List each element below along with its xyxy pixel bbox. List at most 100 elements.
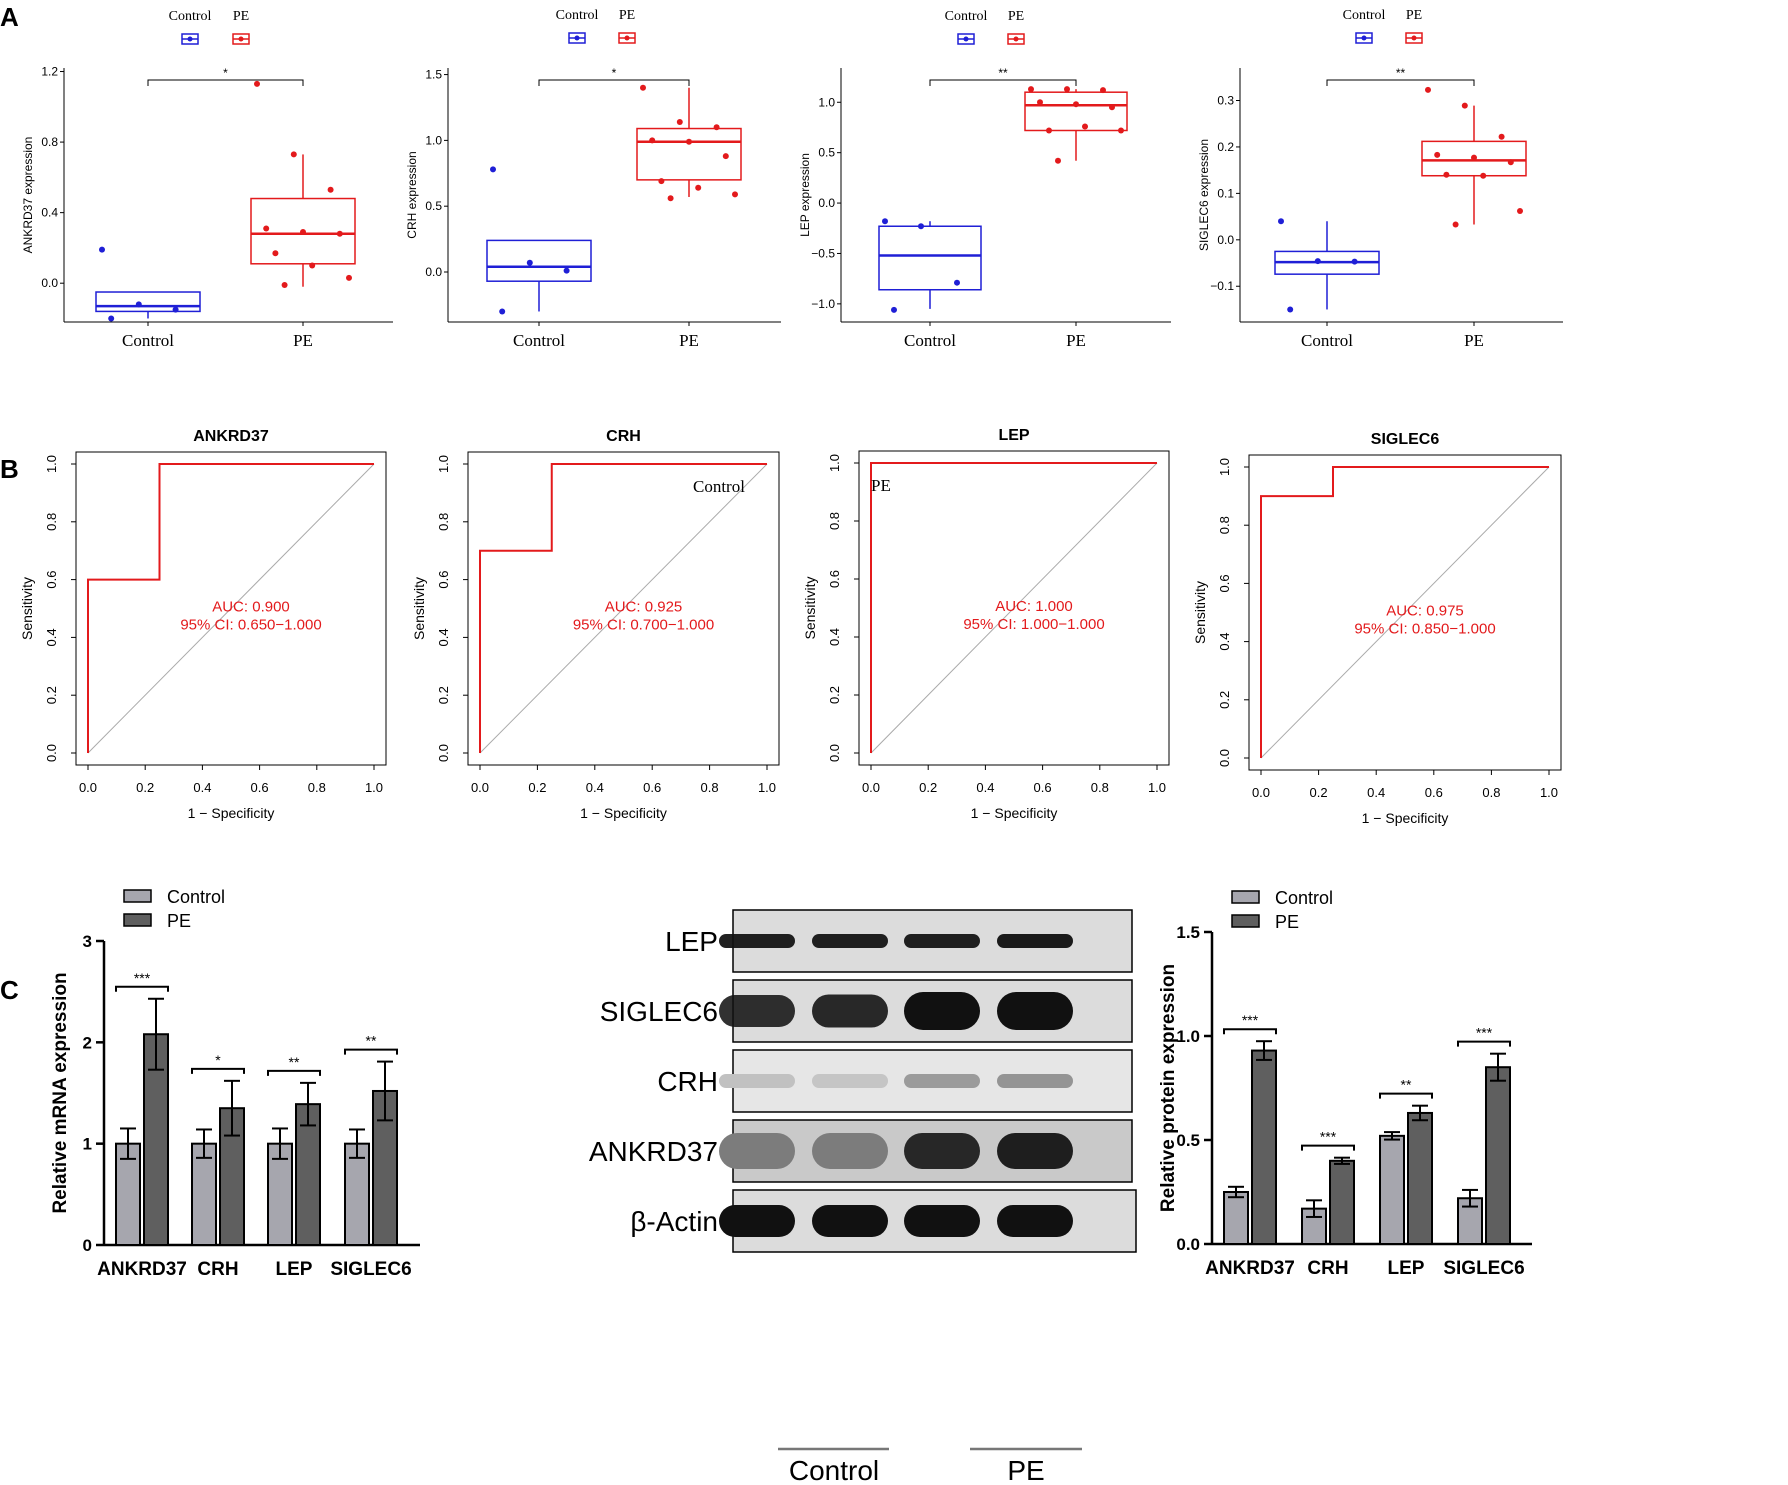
y-tick-label: 0.2: [827, 686, 842, 704]
y-tick-label: 0.0: [436, 744, 451, 762]
data-point: [1498, 133, 1505, 140]
y-tick-label: 0.2: [1217, 691, 1232, 709]
data-point: [1064, 86, 1070, 93]
y-tick-label: 0.4: [436, 628, 451, 646]
ci-label: 95% CI: 1.000−1.000: [963, 616, 1104, 633]
data-point: [1046, 127, 1052, 134]
roc-curve: [479, 463, 767, 753]
bar: [1379, 1134, 1405, 1245]
y-tick-label: 0.6: [827, 570, 842, 588]
data-point: [882, 218, 888, 225]
y-tick-label: 0.8: [436, 513, 451, 531]
y-tick-label: 0.4: [1217, 633, 1232, 651]
blot-row-actin: β-Actin: [630, 1189, 1137, 1253]
box: [878, 225, 982, 291]
ci-label: 95% CI: 0.650−1.000: [180, 617, 321, 634]
significance-bracket: [147, 79, 304, 86]
x-tick-label: 0.2: [136, 780, 154, 795]
y-tick-label: 0.0: [818, 196, 835, 210]
panel-label-c: C: [0, 975, 19, 1005]
y-tick-label: 1.0: [827, 454, 842, 472]
y-tick-label: 0.6: [436, 571, 451, 589]
plot-frame: [467, 451, 780, 766]
data-point: [172, 306, 179, 313]
blot-row-label: LEP: [665, 926, 718, 957]
y-tick-label: 1.0: [818, 95, 835, 109]
roc-curve: [87, 463, 374, 753]
legend-label: PE: [167, 911, 191, 931]
blot-band: [719, 995, 795, 1027]
x-tick-label: LEP: [276, 1259, 313, 1280]
significance-label: *: [215, 1052, 221, 1068]
y-tick-label: 0.0: [827, 744, 842, 762]
x-tick-label: 0.0: [79, 780, 97, 795]
legend-point: [1013, 36, 1019, 42]
significance-label: ***: [134, 970, 151, 986]
x-tick-label: 0.6: [643, 780, 661, 795]
x-axis-label: 1 − Specificity: [188, 805, 275, 821]
data-point: [1461, 102, 1468, 109]
blot-band: [719, 1074, 795, 1088]
legend-label: Control: [169, 9, 212, 24]
plot-frame: [858, 450, 1170, 766]
data-point: [1425, 86, 1431, 93]
significance-label: **: [1396, 66, 1406, 80]
reference-diagonal: [1260, 466, 1550, 759]
data-point: [1028, 86, 1034, 93]
significance-bracket: [115, 985, 169, 992]
y-tick-label: 3: [83, 932, 92, 951]
auc-label: AUC: 0.975: [1386, 603, 1464, 620]
data-point: [272, 250, 279, 257]
data-point: [1055, 157, 1061, 164]
data-point: [695, 184, 702, 191]
data-point: [327, 186, 334, 193]
legend-point: [1361, 35, 1367, 41]
legend-label: Control: [167, 887, 225, 907]
legend-point: [624, 35, 630, 41]
x-axis-label: 1 − Specificity: [971, 805, 1058, 821]
x-tick-label: ANKRD37: [1205, 1258, 1295, 1279]
x-tick-label: SIGLEC6: [1443, 1258, 1524, 1279]
box: [1024, 91, 1128, 132]
auc-label: AUC: 0.925: [605, 599, 683, 616]
significance-label: **: [289, 1054, 300, 1070]
y-tick-label: 1.0: [425, 133, 442, 147]
boxplot-box_lep: Control PE −1.0 −0.5 0.0 0.5 1.0 LEP expression…: [798, 9, 1171, 350]
x-tick-label: 0.2: [1310, 785, 1328, 800]
blot-row-label: β-Actin: [630, 1206, 718, 1237]
legend-label: Control: [945, 9, 988, 24]
y-tick-label: 0: [83, 1236, 92, 1255]
legend-swatch: [1231, 890, 1260, 904]
bar: [344, 1142, 370, 1246]
y-tick-label: 0.6: [1217, 574, 1232, 592]
blot-band: [997, 934, 1073, 948]
barchart-bar_mrna: Control PE 0 1 2 3 Relative mRNA expression ANK…: [50, 887, 420, 1280]
significance-bracket: [929, 79, 1077, 86]
x-tick-label: 0.8: [701, 780, 719, 795]
data-point: [1278, 218, 1284, 225]
blot-band: [719, 1205, 795, 1237]
legend-label: PE: [233, 9, 249, 24]
boxplot-box_crh: Control PE 0.0 0.5 1.0 1.5 CRH expression Contr…: [405, 8, 781, 350]
data-point: [1507, 159, 1514, 166]
y-axis-label: Relative mRNA expression: [50, 972, 71, 1213]
boxplot-box_ankrd37: Control PE 0.0 0.4 0.8 1.2 ANKRD37 expression C…: [21, 9, 393, 350]
blot-band: [812, 994, 888, 1028]
x-tick-label: 0.8: [1482, 785, 1500, 800]
legend-label: Control: [1343, 8, 1386, 23]
x-tick-label: 0.2: [919, 780, 937, 795]
blot-band: [904, 934, 980, 948]
western-blot-panel: LEP SIGLEC6 CRH ANKRD37 β-Actin Control PE: [589, 909, 1137, 1485]
bar: [295, 1103, 321, 1246]
data-point: [1443, 171, 1450, 178]
data-point: [135, 301, 142, 308]
y-tick-label: 0.6: [44, 571, 59, 589]
x-tick-label: 0.6: [1034, 780, 1052, 795]
auc-label: AUC: 1.000: [995, 598, 1073, 615]
plot-frame: [1248, 454, 1562, 771]
roc-title: ANKRD37: [193, 428, 269, 445]
y-axis-label: Sensitivity: [411, 577, 427, 640]
blot-band: [997, 1133, 1073, 1169]
boxplot-panel: Control PE 0.0 0.4 0.8 1.2 ANKRD37 expression C…: [21, 8, 1563, 350]
legend-point: [963, 36, 969, 42]
